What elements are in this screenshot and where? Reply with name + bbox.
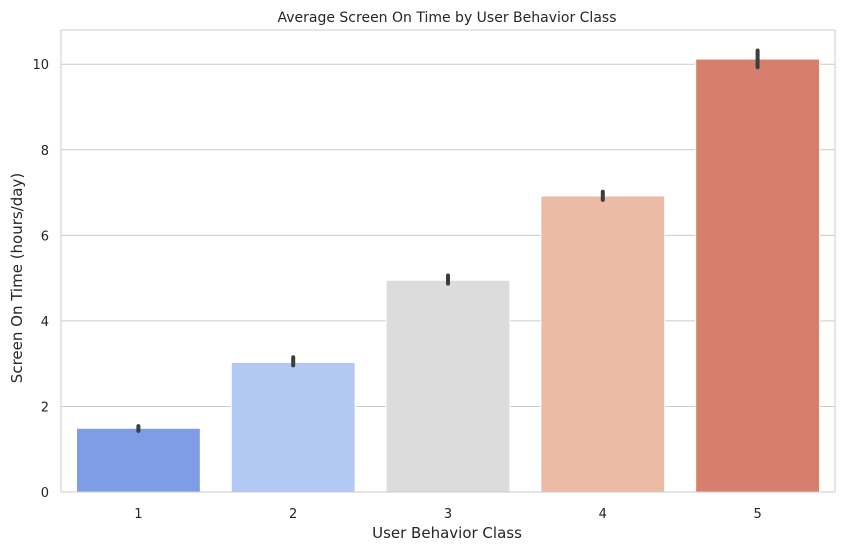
y-tick-label: 0 <box>41 486 49 501</box>
bar-class-3 <box>385 279 511 493</box>
x-tick-label: 3 <box>444 507 452 522</box>
y-tick-label: 10 <box>32 58 49 73</box>
x-tick-label: 4 <box>599 507 607 522</box>
x-tick-label: 2 <box>289 507 297 522</box>
y-tick-label: 6 <box>41 229 49 244</box>
bar-class-1 <box>75 427 201 493</box>
x-axis-label: User Behavior Class <box>372 524 522 542</box>
y-tick-labels: 0 2 4 6 8 10 <box>32 58 49 501</box>
bar-class-2 <box>230 361 356 493</box>
x-tick-label: 5 <box>753 507 761 522</box>
chart-title: Average Screen On Time by User Behavior … <box>277 10 616 26</box>
bar-class-4 <box>540 195 666 493</box>
bar-class-5 <box>695 58 821 493</box>
y-tick-label: 8 <box>41 144 49 159</box>
y-tick-label: 4 <box>41 315 49 330</box>
error-bars <box>136 48 760 433</box>
x-tick-labels: 1 2 3 4 5 <box>134 507 761 522</box>
x-tick-label: 1 <box>134 507 142 522</box>
y-axis-label: Screen On Time (hours/day) <box>8 173 26 383</box>
y-tick-label: 2 <box>41 400 49 415</box>
plot-frame <box>60 29 836 493</box>
